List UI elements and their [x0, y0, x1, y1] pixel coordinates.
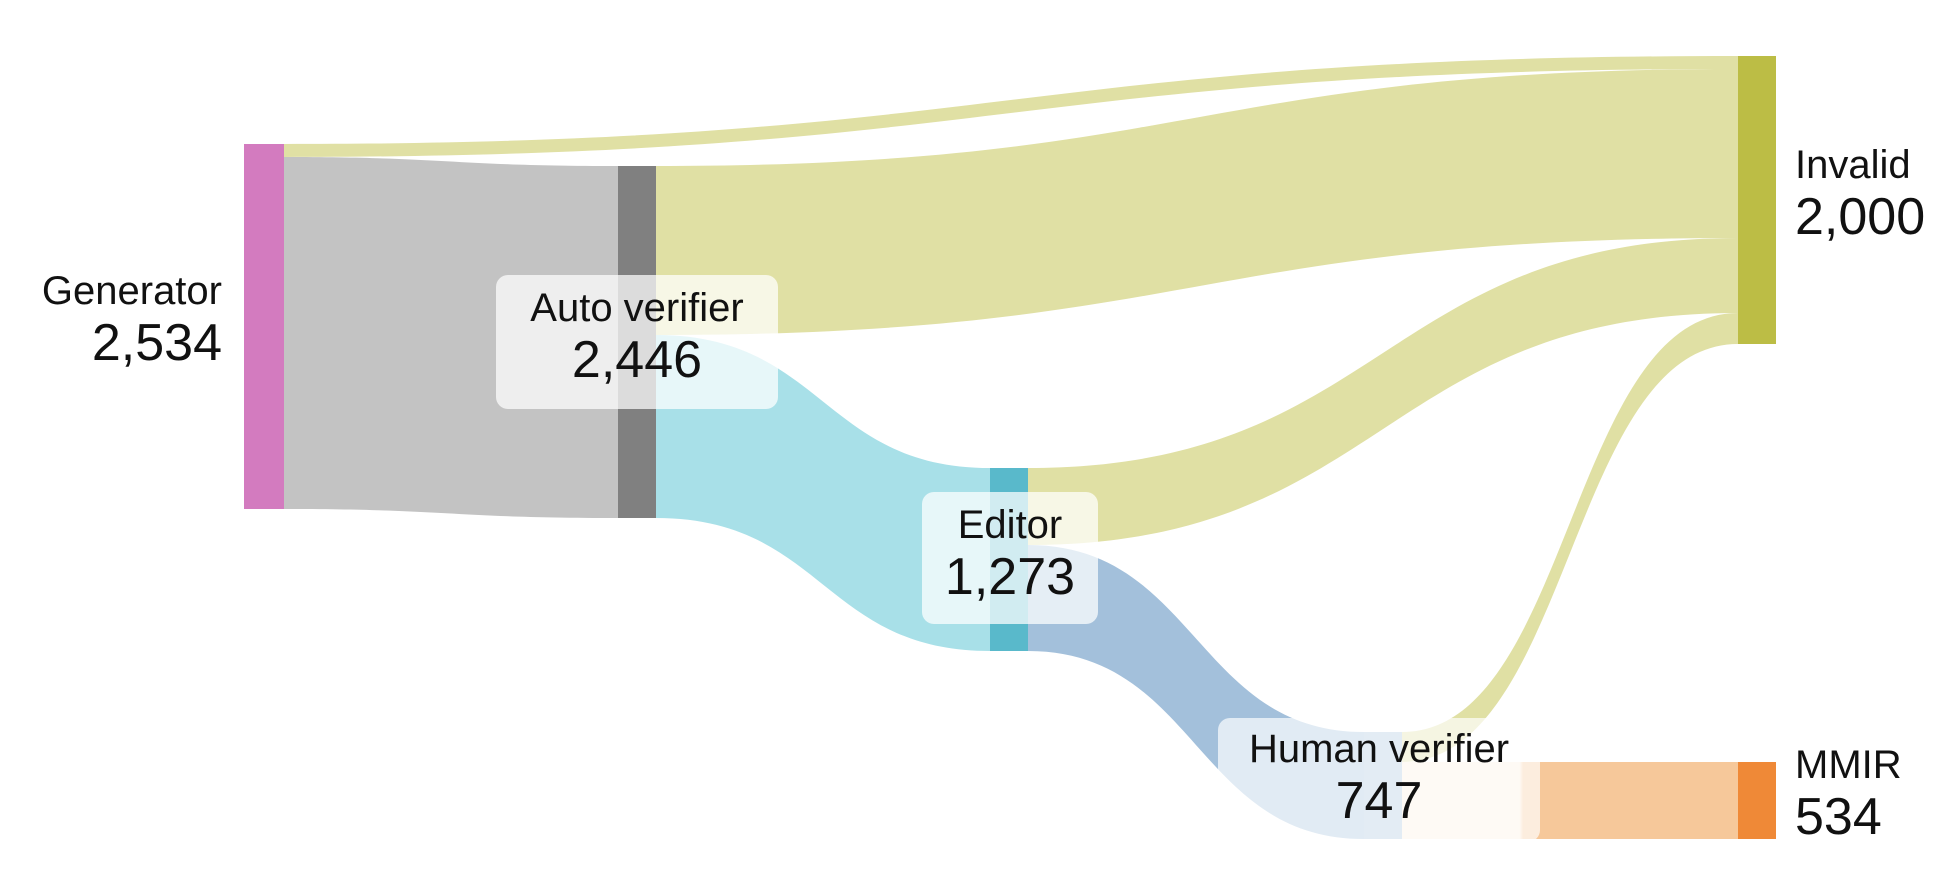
human-verifier-value: 747 — [1335, 772, 1423, 830]
node-label-invalid: Invalid 2,000 — [1795, 142, 1925, 248]
node-label-auto-verifier: Auto verifier 2,446 — [496, 275, 778, 409]
link-human-verifier-invalid — [1402, 313, 1738, 762]
flow-links — [284, 56, 1738, 839]
auto-verifier-name: Auto verifier — [530, 286, 744, 330]
link-auto-verifier-invalid — [656, 69, 1738, 335]
link-generator-auto-verifier — [284, 157, 618, 518]
node-label-generator: Generator 2,534 — [8, 268, 222, 374]
human-verifier-name: Human verifier — [1248, 727, 1510, 771]
invalid-value: 2,000 — [1795, 188, 1926, 246]
auto-verifier-value: 2,446 — [571, 331, 703, 389]
link-editor-invalid — [1028, 238, 1738, 545]
node-bar-generator — [244, 144, 284, 509]
node-bar-invalid — [1738, 56, 1776, 344]
generator-value: 2,534 — [91, 314, 222, 372]
link-generator-invalid — [284, 56, 1738, 157]
node-label-editor: Editor 1,273 — [922, 492, 1098, 624]
node-label-mmir: MMIR 534 — [1795, 742, 1902, 848]
mmir-name: MMIR — [1795, 743, 1902, 787]
generator-name: Generator — [41, 269, 222, 313]
invalid-name: Invalid — [1795, 143, 1911, 187]
node-bar-mmir — [1738, 762, 1776, 839]
link-auto-verifier-editor — [656, 335, 990, 651]
editor-value: 1,273 — [944, 548, 1076, 606]
node-label-human-verifier: Human verifier 747 — [1218, 718, 1540, 842]
mmir-value: 534 — [1795, 788, 1882, 846]
editor-name: Editor — [957, 503, 1063, 547]
